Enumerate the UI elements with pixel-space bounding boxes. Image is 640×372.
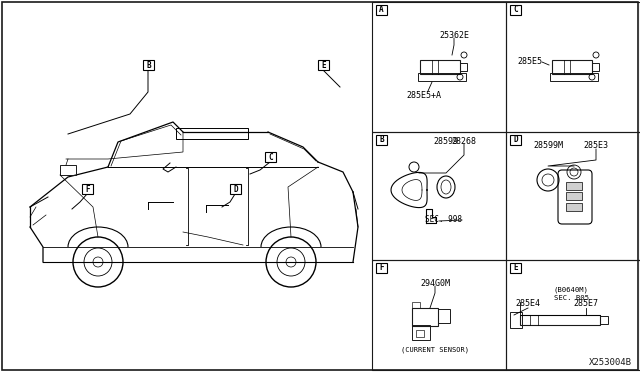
Text: SEC. B05: SEC. B05: [554, 295, 589, 301]
Bar: [82, 184, 93, 194]
Text: (B0640M): (B0640M): [554, 287, 589, 293]
Text: 25362E: 25362E: [439, 31, 469, 39]
Bar: [372, 2, 506, 132]
Bar: [510, 135, 521, 145]
Bar: [60, 165, 76, 175]
Text: 285E4: 285E4: [515, 299, 541, 308]
Bar: [412, 308, 438, 326]
Bar: [566, 203, 582, 211]
Bar: [176, 128, 248, 139]
Bar: [376, 5, 387, 15]
Text: E: E: [321, 61, 326, 70]
Text: D: D: [513, 135, 518, 144]
Bar: [592, 63, 599, 71]
Bar: [412, 302, 420, 308]
Bar: [510, 312, 522, 328]
Bar: [416, 330, 424, 337]
Circle shape: [266, 237, 316, 287]
Bar: [600, 316, 608, 324]
Bar: [506, 2, 640, 132]
Text: C: C: [513, 6, 518, 15]
Bar: [566, 182, 582, 190]
Circle shape: [73, 237, 123, 287]
Bar: [318, 60, 329, 70]
Bar: [552, 60, 592, 74]
Bar: [506, 132, 640, 260]
Text: D: D: [233, 185, 238, 193]
Text: C: C: [268, 153, 273, 161]
Bar: [550, 73, 598, 81]
Bar: [143, 60, 154, 70]
Bar: [510, 263, 521, 273]
Bar: [265, 152, 276, 162]
Bar: [510, 5, 521, 15]
Bar: [372, 260, 506, 370]
Bar: [520, 315, 600, 325]
Text: 294G0M: 294G0M: [420, 279, 450, 288]
Text: B: B: [146, 61, 151, 70]
Text: F: F: [85, 185, 90, 193]
Bar: [438, 309, 450, 323]
Text: 285E3: 285E3: [584, 141, 609, 151]
Text: F: F: [379, 263, 384, 273]
Bar: [376, 263, 387, 273]
Bar: [372, 132, 506, 260]
Text: 285E5: 285E5: [517, 58, 542, 67]
Text: 28268: 28268: [451, 137, 477, 145]
Bar: [376, 135, 387, 145]
Text: B: B: [379, 135, 384, 144]
Text: 285E5+A: 285E5+A: [406, 90, 442, 99]
Circle shape: [84, 248, 112, 276]
Text: 285E7: 285E7: [573, 299, 598, 308]
Text: SEC. 998: SEC. 998: [425, 215, 462, 224]
Bar: [412, 325, 430, 340]
Text: X253004B: X253004B: [589, 358, 632, 367]
Text: (CURRENT SENSOR): (CURRENT SENSOR): [401, 347, 469, 353]
Bar: [460, 63, 467, 71]
Text: 28599: 28599: [433, 138, 458, 147]
Text: 28599M: 28599M: [533, 141, 563, 151]
Text: A: A: [379, 6, 384, 15]
Bar: [506, 260, 640, 370]
Bar: [566, 192, 582, 200]
Bar: [420, 60, 460, 74]
Bar: [418, 73, 466, 81]
Circle shape: [277, 248, 305, 276]
Text: E: E: [513, 263, 518, 273]
Bar: [230, 184, 241, 194]
